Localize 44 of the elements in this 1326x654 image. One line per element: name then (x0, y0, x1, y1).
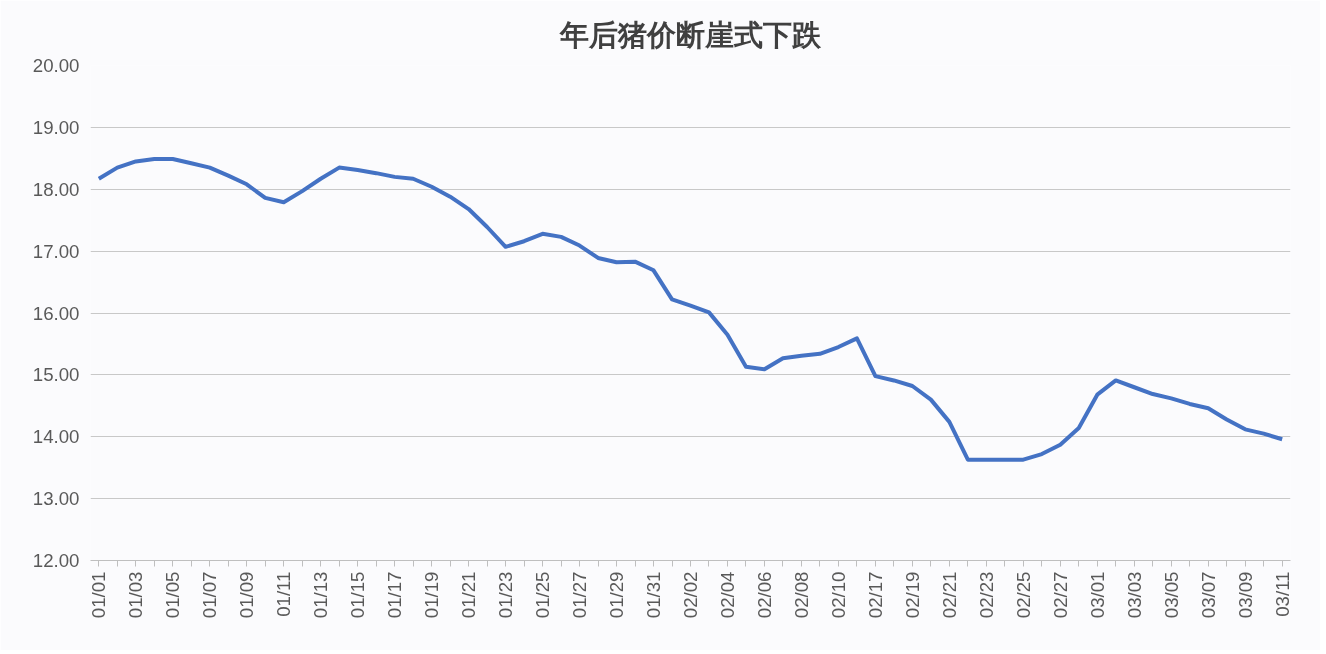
x-tick-label: 01/13 (310, 571, 332, 619)
x-tick-label: 01/07 (199, 571, 221, 619)
x-tick-label: 03/01 (1086, 571, 1108, 619)
x-tick-label: 01/09 (236, 571, 258, 619)
x-tick-label: 03/07 (1197, 571, 1219, 619)
x-tick-label: 02/21 (938, 571, 960, 619)
x-tick-label: 01/11 (273, 571, 295, 617)
y-tick-label: 17.00 (32, 240, 80, 262)
x-tick-label: 01/19 (421, 571, 443, 619)
x-tick-label: 01/17 (384, 571, 406, 619)
x-tick-label: 02/17 (864, 571, 886, 619)
x-tick-label: 02/10 (827, 571, 849, 619)
x-tick-label: 02/25 (1012, 571, 1034, 619)
chart-title: 年后猪价断崖式下跌 (559, 17, 822, 51)
x-tick-label: 01/31 (643, 571, 665, 619)
y-tick-label: 20.00 (32, 55, 80, 76)
y-tick-label: 13.00 (32, 488, 80, 510)
x-tick-label: 01/05 (162, 571, 184, 619)
x-tick-label: 01/03 (125, 571, 147, 619)
x-tick-label: 02/06 (753, 571, 775, 619)
x-tick-label: 01/01 (88, 571, 110, 619)
y-tick-label: 16.00 (32, 302, 80, 324)
x-tick-label: 01/25 (532, 571, 554, 619)
x-tick-label: 02/02 (680, 571, 701, 619)
y-tick-label: 12.00 (32, 550, 80, 571)
line-series (96, 156, 1285, 462)
y-tick-label: 15.00 (32, 364, 80, 386)
x-tick-label: 02/19 (901, 571, 923, 619)
y-tick-label: 14.00 (32, 426, 80, 448)
x-tick-label: 01/21 (458, 571, 480, 619)
x-tick-label: 03/09 (1234, 571, 1256, 619)
x-tick-label: 03/11 (1271, 571, 1293, 617)
x-tick-label: 02/08 (790, 571, 812, 619)
x-tick-label: 02/23 (975, 571, 997, 619)
x-tick-label: 01/15 (347, 571, 369, 619)
x-tick-label: 03/03 (1123, 571, 1145, 619)
x-tick-label: 01/29 (606, 571, 628, 619)
x-tick-label: 01/27 (569, 571, 591, 619)
y-tick-label: 19.00 (32, 116, 80, 138)
x-tick-label: 01/23 (495, 571, 517, 619)
x-tick-label: 02/04 (716, 571, 738, 619)
x-tick-label: 02/27 (1049, 571, 1071, 619)
y-tick-label: 18.00 (32, 178, 80, 200)
x-tick-label: 03/05 (1160, 571, 1182, 619)
